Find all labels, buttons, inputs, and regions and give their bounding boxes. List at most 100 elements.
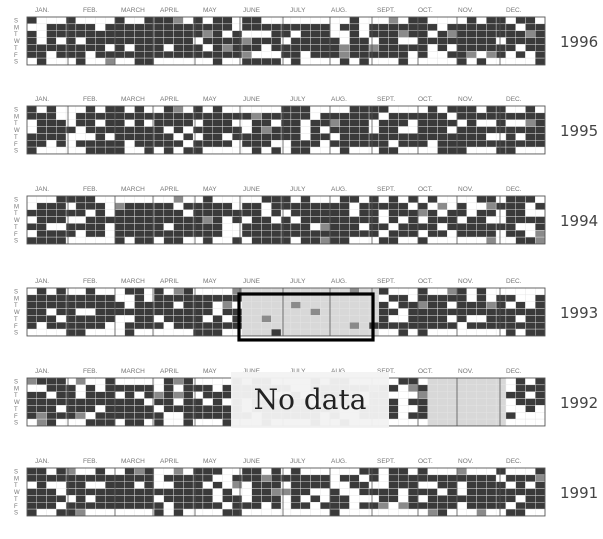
year-label: 1992 <box>560 394 598 412</box>
month-label: APRIL <box>160 368 179 375</box>
day-cell <box>75 412 86 420</box>
day-cell <box>124 30 135 38</box>
day-cell <box>368 508 380 517</box>
day-cell <box>46 405 57 413</box>
day-cell <box>349 308 360 316</box>
day-cell <box>398 236 409 245</box>
day-cell <box>183 502 194 510</box>
day-cell <box>407 495 419 503</box>
day-cell <box>417 391 428 399</box>
day-cell <box>36 23 47 31</box>
day-cell <box>183 195 194 204</box>
day-cell <box>368 223 380 231</box>
day-cell <box>535 209 546 217</box>
day-cell <box>85 377 96 386</box>
day-cell <box>153 495 165 503</box>
day-cell <box>535 488 546 496</box>
day-cell <box>359 230 370 238</box>
day-cell <box>95 384 106 392</box>
day-cell <box>525 146 536 155</box>
month-label: JUNE <box>243 7 261 14</box>
day-cell <box>398 126 409 134</box>
day-cell <box>486 236 497 245</box>
day-cell <box>359 23 370 31</box>
day-cell <box>339 195 350 204</box>
day-cell <box>300 37 311 45</box>
day-cell <box>163 308 174 316</box>
day-cell <box>505 119 516 127</box>
day-cell <box>476 30 487 38</box>
day-cell <box>173 308 184 316</box>
day-cell <box>232 202 243 210</box>
day-cell <box>251 105 262 114</box>
day-cell <box>535 495 546 503</box>
day-cell <box>466 37 477 45</box>
day-cell <box>495 412 507 420</box>
day-cell <box>36 315 47 323</box>
day-cell <box>56 202 67 210</box>
day-cell <box>525 223 536 231</box>
day-cell <box>75 418 86 427</box>
day-cell <box>417 488 428 496</box>
day-cell <box>104 308 116 316</box>
day-cell <box>114 202 125 210</box>
year-row-1996: JAN. FEB. MARCH APRIL MAY JUNE JULY AUG. SEPT. OC… <box>14 7 598 66</box>
day-cell <box>535 140 546 148</box>
day-cell <box>124 112 135 120</box>
weekday-label: T <box>14 225 18 231</box>
day-cell <box>144 481 155 489</box>
day-cell <box>427 391 438 399</box>
day-cell <box>515 146 526 155</box>
day-cell <box>183 377 194 386</box>
day-cell <box>339 146 350 155</box>
day-cell <box>173 418 184 427</box>
day-cell <box>378 488 389 496</box>
day-cell <box>56 105 67 114</box>
day-cell <box>124 322 135 330</box>
day-cell <box>46 236 57 245</box>
day-cell <box>535 502 546 510</box>
day-cell <box>251 23 262 31</box>
day-cell <box>329 294 340 302</box>
day-cell <box>173 30 184 38</box>
day-cell <box>339 495 350 503</box>
day-cell <box>535 30 546 38</box>
day-cell <box>56 467 67 476</box>
day-cell <box>349 495 360 503</box>
day-cell <box>437 308 448 316</box>
day-cell <box>359 105 370 114</box>
day-cell <box>447 51 458 59</box>
day-cell <box>163 474 174 482</box>
day-cell <box>515 133 526 141</box>
day-cell <box>466 315 477 323</box>
day-cell <box>388 23 399 31</box>
day-cell <box>212 119 223 127</box>
day-cell <box>56 146 67 155</box>
month-label: AUG. <box>331 278 347 285</box>
day-cell <box>388 119 399 127</box>
day-cell <box>486 105 497 114</box>
day-cell <box>114 391 125 399</box>
day-cell <box>486 294 497 302</box>
day-cell <box>359 51 370 59</box>
day-cell <box>437 23 448 31</box>
day-cell <box>144 146 155 155</box>
day-cell <box>300 112 311 120</box>
day-cell <box>505 57 516 66</box>
day-cell <box>95 209 106 217</box>
day-cell <box>368 488 380 496</box>
day-cell <box>388 467 399 476</box>
day-cell <box>75 384 86 392</box>
day-cell <box>104 377 116 386</box>
day-cell <box>388 57 399 66</box>
day-cell <box>378 481 389 489</box>
day-cell <box>261 126 272 134</box>
day-cell <box>261 44 272 52</box>
day-cell <box>46 418 57 427</box>
day-cell <box>124 412 135 420</box>
day-cell <box>232 44 243 52</box>
day-cell <box>447 328 458 337</box>
day-cell <box>388 315 399 323</box>
day-cell <box>476 105 487 114</box>
day-cell <box>427 216 438 224</box>
